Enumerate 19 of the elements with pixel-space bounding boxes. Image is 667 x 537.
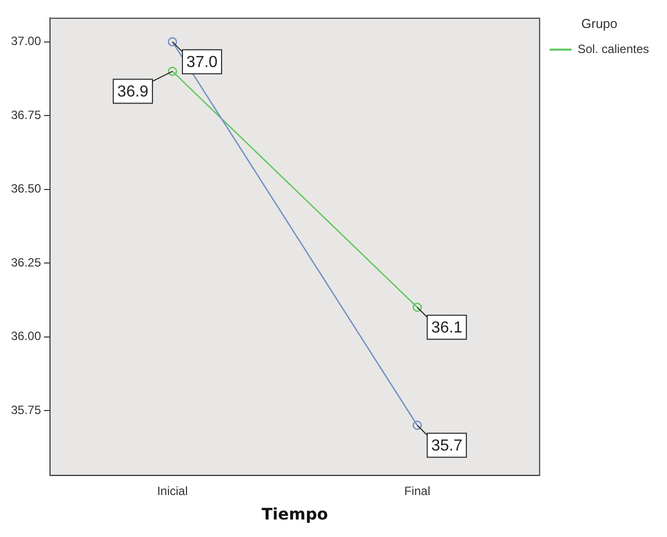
y-tick-label: 37.00 [11,34,42,48]
y-tick-label: 36.75 [11,108,42,122]
point [168,37,178,46]
y-tick-label: 35.75 [11,402,42,417]
x-tick-label: Inicial [157,484,188,498]
point [168,66,178,76]
data-label: 36.9 [117,84,149,101]
y-tick-label: 36.25 [11,255,42,270]
legend-label: Sol. calientes [578,42,649,56]
x-axis-title: Tiempo [262,504,328,524]
x-tick-label: Final [404,484,430,498]
y-tick-label: 36.50 [11,182,42,196]
data-label: 35.7 [431,438,462,455]
y-tick-label: 36.00 [11,329,42,344]
point [412,420,422,430]
legend-title: Grupo [581,16,618,32]
data-label: 36.1 [431,320,462,337]
point [412,302,422,312]
data-label: 37.0 [186,54,218,72]
